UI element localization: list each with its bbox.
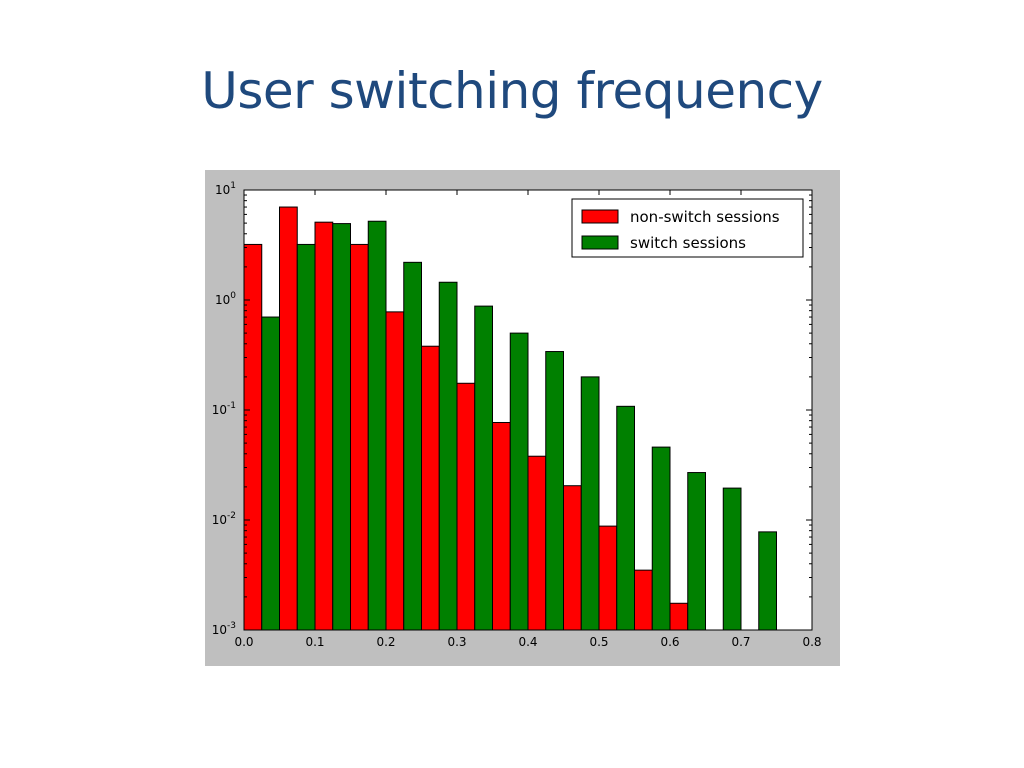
bars-group xyxy=(243,206,777,631)
bar-switch-11 xyxy=(651,446,671,631)
bar-non-switch-10 xyxy=(598,525,618,631)
slide-title: User switching frequency xyxy=(201,62,823,120)
bar-non-switch-5 xyxy=(421,345,440,631)
legend: non-switch sessions switch sessions xyxy=(571,198,804,258)
x-tick-label: 0.5 xyxy=(589,635,608,649)
x-tick-label: 0.4 xyxy=(518,635,537,649)
y-tick-label: 10-2 xyxy=(212,511,236,527)
y-tick-label: 100 xyxy=(215,291,236,307)
bar-chart: 0.0 0.1 0.2 0.3 0.4 0.5 0.6 0.7 0.8 10110010-110… xyxy=(212,181,822,649)
bar-switch-9 xyxy=(580,376,600,631)
x-tick-label: 0.8 xyxy=(802,635,821,649)
y-tick-label: 10-1 xyxy=(212,401,236,417)
bar-non-switch-11 xyxy=(634,569,653,631)
x-tick-label: 0.1 xyxy=(305,635,324,649)
bar-non-switch-3 xyxy=(350,243,369,631)
bar-switch-14 xyxy=(758,531,777,631)
bar-non-switch-6 xyxy=(456,382,476,631)
bar-non-switch-9 xyxy=(563,485,582,631)
bar-switch-4 xyxy=(403,261,422,631)
bar-switch-8 xyxy=(545,351,564,631)
legend-label-switch: switch sessions xyxy=(630,234,746,252)
bar-non-switch-8 xyxy=(527,455,547,631)
bar-non-switch-2 xyxy=(314,221,334,631)
x-tick-label: 0.6 xyxy=(660,635,679,649)
legend-label-non-switch: non-switch sessions xyxy=(630,208,780,226)
bar-switch-7 xyxy=(509,332,529,631)
bar-non-switch-4 xyxy=(385,311,405,631)
x-tick-label: 0.3 xyxy=(447,635,466,649)
x-tick-label: 0.7 xyxy=(731,635,750,649)
x-axis: 0.0 0.1 0.2 0.3 0.4 0.5 0.6 0.7 0.8 xyxy=(234,190,822,649)
bar-switch-1 xyxy=(296,243,316,631)
y-tick-label: 101 xyxy=(215,181,236,197)
chart-figure: 0.0 0.1 0.2 0.3 0.4 0.5 0.6 0.7 0.8 101 100 10-1 10… xyxy=(205,170,840,666)
bar-non-switch-7 xyxy=(492,421,511,631)
bar-switch-13 xyxy=(722,487,742,631)
bar-non-switch-0 xyxy=(243,243,263,631)
y-tick-label: 10-3 xyxy=(212,621,236,637)
legend-swatch-switch xyxy=(581,235,619,250)
x-tick-label: 0.2 xyxy=(376,635,395,649)
bar-switch-6 xyxy=(474,305,493,631)
bar-switch-0 xyxy=(261,316,280,631)
bar-non-switch-1 xyxy=(279,206,298,631)
legend-swatch-non-switch xyxy=(581,209,619,224)
x-tick-label: 0.0 xyxy=(234,635,253,649)
bar-switch-3 xyxy=(367,220,387,631)
bar-switch-10 xyxy=(616,405,635,631)
y-axis: 101 100 10-1 10-2 10-3 xyxy=(212,181,812,637)
bar-switch-12 xyxy=(687,472,706,631)
bar-switch-2 xyxy=(332,223,351,631)
bar-non-switch-12 xyxy=(669,602,689,631)
bar-switch-5 xyxy=(438,281,458,631)
